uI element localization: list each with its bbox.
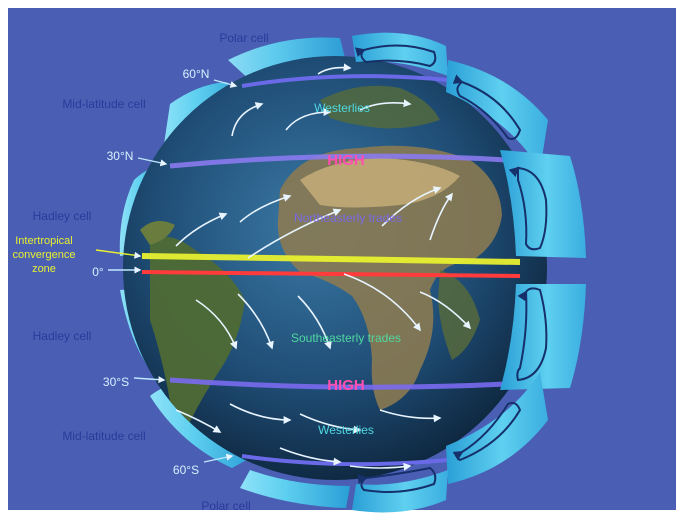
- wind-arrows: [175, 63, 472, 471]
- label-westerlies-south: Westerlies: [318, 423, 374, 437]
- itcz-label-line2: convergence: [13, 249, 76, 261]
- label-lat-60s: 60°S: [173, 463, 199, 477]
- circulation-loops: [361, 45, 548, 493]
- latitude-30s-line: [169, 377, 507, 390]
- label-hadley-cell-north: Hadley cell: [33, 209, 92, 223]
- label-lat-30s: 30°S: [103, 375, 129, 389]
- latitude-60s-line: [241, 454, 449, 467]
- label-mid-latitude-cell-north: Mid-latitude cell: [62, 97, 145, 111]
- label-hadley-cell-south: Hadley cell: [33, 329, 92, 343]
- latitude-pointers: [108, 79, 238, 463]
- latitude-60n-line: [241, 74, 449, 88]
- label-polar-cell-south: Polar cell: [201, 499, 250, 513]
- label-high-north: HIGH: [327, 152, 365, 169]
- itcz-line: [141, 253, 521, 265]
- equator-line: [141, 270, 521, 278]
- itcz-label: Intertropical convergence zone: [13, 235, 76, 275]
- label-lat-0: 0°: [92, 265, 104, 279]
- latitude-30n-line: [169, 153, 507, 169]
- label-lat-30n: 30°N: [107, 149, 134, 163]
- label-southeasterly-trades: Southeasterly trades: [291, 331, 401, 345]
- label-westerlies-north: Westerlies: [314, 101, 370, 115]
- itcz-pointer: [95, 249, 142, 259]
- label-mid-latitude-cell-south: Mid-latitude cell: [62, 429, 145, 443]
- itcz-label-line3: zone: [32, 263, 56, 275]
- label-high-south: HIGH: [327, 377, 365, 394]
- label-northeasterly-trades: Northeasterly trades: [294, 211, 402, 225]
- itcz-label-line1: Intertropical: [15, 235, 72, 247]
- label-polar-cell-north: Polar cell: [219, 31, 268, 45]
- label-lat-60n: 60°N: [183, 67, 210, 81]
- globe: [123, 56, 547, 480]
